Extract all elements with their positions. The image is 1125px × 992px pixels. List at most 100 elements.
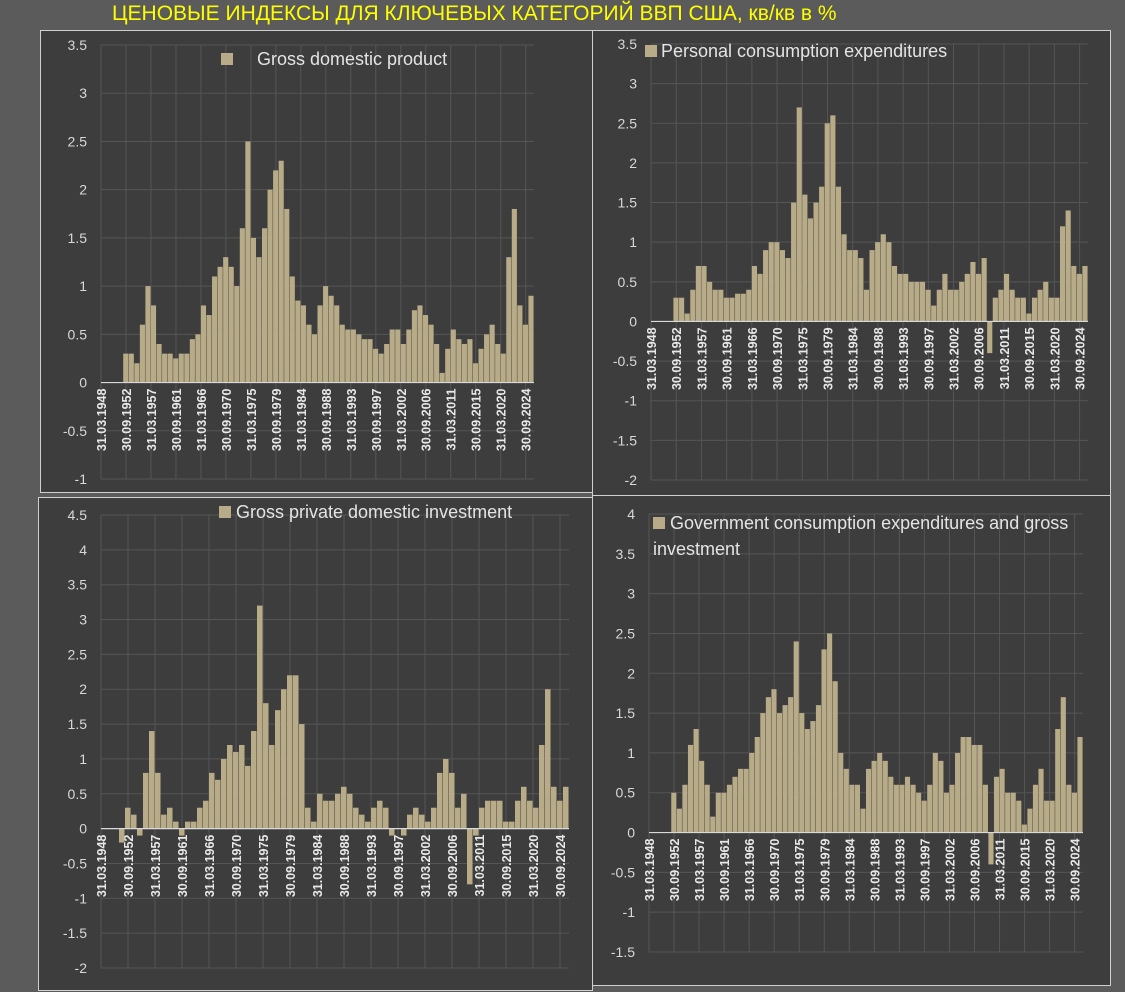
- bar: [522, 324, 529, 383]
- bar: [239, 744, 245, 829]
- chart-svg: -1 -0.5 0 0.5 1 1.5 2 2.5 3 3.5 31.03.1948 30.09.19…: [63, 37, 534, 487]
- bar: [774, 242, 780, 322]
- bar: [300, 305, 306, 383]
- x-tick-label: 30.09.1970: [771, 327, 785, 390]
- bar: [676, 808, 682, 833]
- bar: [1043, 281, 1049, 322]
- bar: [350, 329, 356, 383]
- bar: [511, 208, 517, 383]
- x-tick-label: 31.03.1975: [793, 838, 807, 901]
- chart-svg: -2 -1.5 -1 -0.5 0 0.5 1 1.5 2 2.5 3 3.5 4 4.5 31.03.19…: [63, 507, 569, 976]
- y-tick-label: 3: [627, 586, 635, 602]
- bar: [796, 107, 802, 322]
- bar: [782, 705, 788, 833]
- bar: [234, 286, 240, 383]
- x-tick-label: 31.03.2002: [395, 389, 409, 452]
- bar: [804, 729, 810, 833]
- bar: [671, 792, 677, 833]
- bar: [1010, 792, 1016, 833]
- x-tick-label: 30.09.1952: [670, 327, 684, 390]
- bar: [456, 339, 462, 383]
- bar: [128, 353, 134, 383]
- bar: [233, 751, 239, 829]
- bar: [367, 339, 373, 383]
- x-tick-label: 31.03.2011: [445, 389, 459, 451]
- legend-label: Personal consumption expenditures: [661, 41, 948, 61]
- bar: [721, 792, 727, 833]
- bar: [763, 250, 769, 322]
- bar: [925, 289, 931, 322]
- x-tick-label: 30.09.2015: [1019, 838, 1033, 901]
- bar: [793, 641, 799, 833]
- x-tick-label: 31.03.2020: [1048, 327, 1062, 390]
- bar: [897, 273, 903, 322]
- bar: [947, 289, 954, 322]
- bar: [771, 689, 777, 833]
- x-tick-label: 31.03.1984: [847, 327, 861, 390]
- bar: [679, 297, 685, 322]
- bar: [987, 321, 993, 354]
- y-tick-label: 2.5: [68, 133, 88, 149]
- legend: Gross private domestic investment: [219, 499, 512, 525]
- bar: [311, 334, 318, 383]
- bar: [810, 721, 816, 833]
- bar: [931, 305, 937, 322]
- y-tick-label: 3: [79, 612, 87, 628]
- bar: [299, 724, 305, 829]
- x-tick-label: 30.09.2015: [470, 389, 484, 452]
- y-tick-label: 2.5: [618, 115, 638, 131]
- bar: [497, 800, 503, 829]
- bar: [406, 329, 412, 383]
- bar: [938, 760, 944, 833]
- bar: [539, 744, 545, 829]
- bar: [959, 281, 965, 322]
- bar: [413, 807, 419, 829]
- bar: [882, 760, 888, 833]
- bar: [1048, 297, 1054, 322]
- bar: [137, 828, 143, 836]
- bar: [981, 258, 987, 322]
- bar: [401, 828, 407, 836]
- bar: [791, 202, 797, 322]
- bar: [1009, 289, 1015, 322]
- x-tick-label: 31.03.1948: [645, 327, 659, 390]
- bar: [389, 329, 395, 383]
- bar: [221, 758, 227, 829]
- bar: [749, 752, 755, 833]
- bar: [690, 289, 696, 322]
- bar: [1055, 729, 1061, 833]
- bar: [910, 784, 916, 833]
- bar: [311, 821, 317, 829]
- bar: [993, 776, 1000, 833]
- legend: Government consumption expenditures and …: [653, 510, 1073, 562]
- bar: [373, 348, 379, 383]
- y-tick-label: -1: [625, 393, 638, 409]
- bar: [832, 681, 838, 833]
- bar: [191, 821, 197, 829]
- bar: [1016, 800, 1022, 833]
- y-tick-label: 3.5: [68, 577, 88, 593]
- legend-label: Gross private domestic investment: [236, 502, 513, 522]
- bar: [361, 339, 368, 383]
- bar: [746, 289, 752, 322]
- bar: [251, 731, 257, 829]
- bar: [830, 115, 836, 322]
- x-tick-label: 30.09.2024: [554, 835, 568, 898]
- y-tick-label: -0.5: [63, 423, 87, 439]
- bar: [699, 760, 705, 833]
- bar: [998, 289, 1004, 322]
- bar: [443, 758, 449, 829]
- chart-svg: -2 -1.5 -1 -0.5 0 0.5 1 1.5 2 2.5 3 3.5 31.03.1948 30…: [613, 36, 1088, 488]
- bar: [966, 736, 972, 833]
- y-tick-label: -2: [75, 960, 88, 976]
- bar: [1049, 800, 1055, 833]
- y-tick-label: -1: [623, 904, 636, 920]
- bar: [988, 832, 994, 865]
- x-tick-label: 31.03.1993: [893, 838, 907, 901]
- y-tick-label: -0.5: [613, 353, 637, 369]
- bar: [125, 807, 131, 829]
- bar: [467, 339, 473, 383]
- y-tick-label: 0.5: [616, 785, 636, 801]
- bar: [131, 814, 137, 829]
- x-tick-label: 31.03.1975: [257, 835, 271, 898]
